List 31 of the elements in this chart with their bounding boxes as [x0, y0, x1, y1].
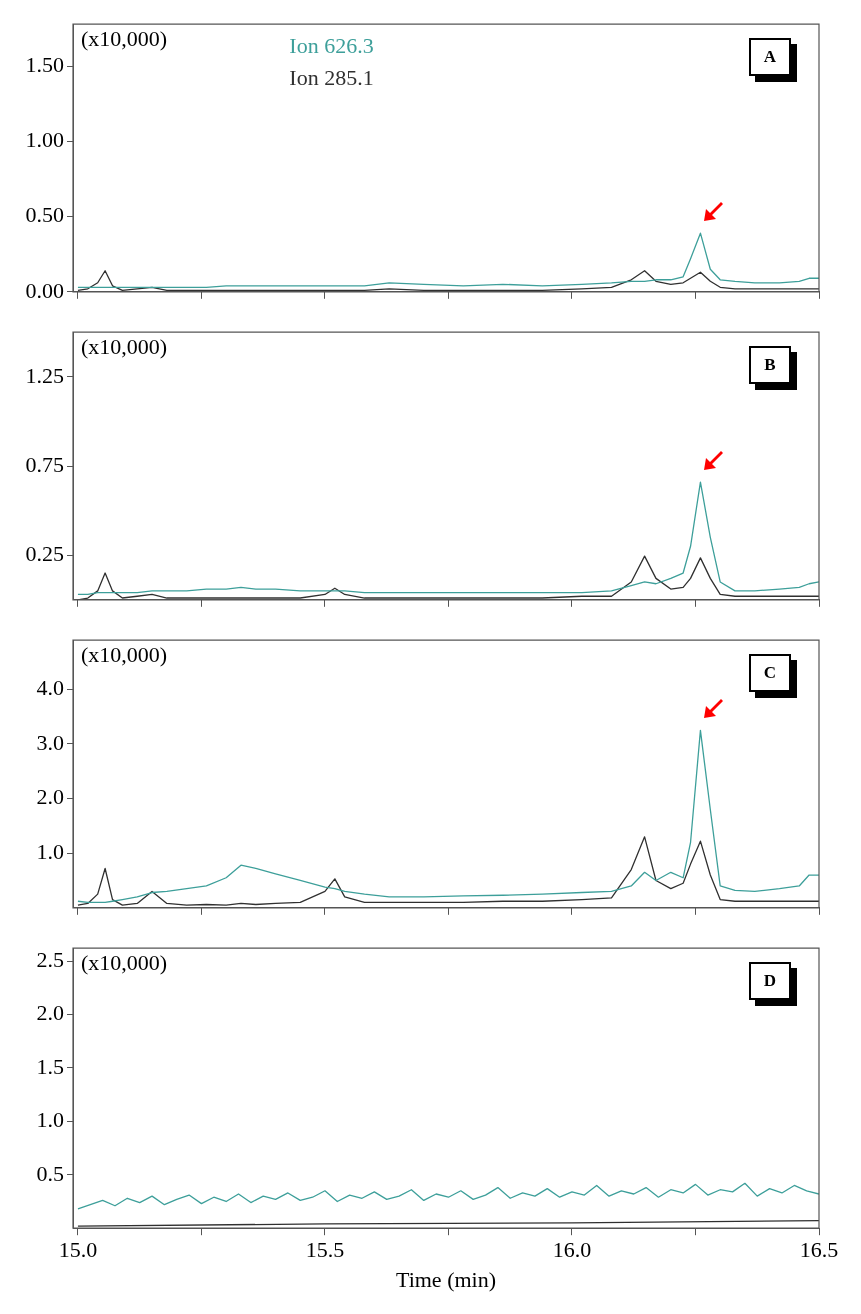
y-tick-label: 2.5 — [36, 946, 64, 972]
y-tick-label: 1.00 — [25, 127, 64, 153]
x-tick-label: 15.0 — [58, 1237, 98, 1263]
y-tick-label: 0.25 — [25, 540, 64, 566]
x-axis-title: Time (min) — [395, 1266, 497, 1292]
y-tick-label: 1.50 — [25, 52, 64, 78]
y-tick-label: 0.00 — [25, 277, 64, 303]
annotation: C — [749, 654, 791, 693]
annotation: D — [749, 962, 791, 1001]
annotation: (x10,000) — [81, 950, 168, 977]
y-tick-label: 0.5 — [36, 1160, 64, 1186]
y-tick-label: 2.0 — [36, 1000, 64, 1026]
y-tick-label: 0.75 — [25, 451, 64, 477]
y-tick-label: 4.0 — [36, 675, 64, 701]
annotation: (x10,000) — [81, 334, 168, 361]
y-tick-label: 0.50 — [25, 202, 64, 228]
text: Ion 285.1 — [289, 64, 374, 90]
annotation: A — [749, 38, 791, 77]
y-tick-label: 2.0 — [36, 784, 64, 810]
annotation: (x10,000) — [81, 642, 168, 669]
y-tick-label: 1.0 — [36, 838, 64, 864]
annotation: B — [749, 346, 791, 385]
x-tick-label: 16.0 — [552, 1237, 592, 1263]
x-tick-label: 16.5 — [799, 1237, 839, 1263]
x-tick-label: 15.5 — [305, 1237, 345, 1263]
annotation: (x10,000) — [81, 26, 168, 53]
y-tick-label: 3.0 — [36, 729, 64, 755]
y-tick-label: 1.5 — [36, 1053, 64, 1079]
y-tick-label: 1.0 — [36, 1107, 64, 1133]
text: Ion 626.3 — [289, 32, 374, 58]
y-tick-label: 1.25 — [25, 362, 64, 388]
